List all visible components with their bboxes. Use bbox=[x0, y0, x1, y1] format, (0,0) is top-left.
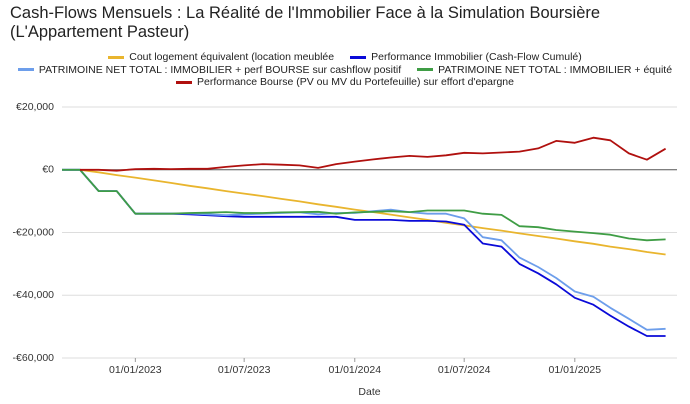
legend-swatch bbox=[176, 80, 192, 84]
y-tick-label: -€60,000 bbox=[13, 352, 55, 364]
legend-label: PATRIMOINE NET TOTAL : IMMOBILIER + équi… bbox=[438, 63, 673, 76]
legend-row: PATRIMOINE NET TOTAL : IMMOBILIER + perf… bbox=[0, 64, 690, 77]
x-axis-label: Date bbox=[358, 386, 380, 398]
y-tick-label: €0 bbox=[42, 164, 54, 176]
legend-row: Cout logement équivalent (location meubl… bbox=[0, 51, 690, 64]
legend-label: Performance Bourse (PV ou MV du Portefeu… bbox=[197, 76, 514, 89]
legend-item: Performance Bourse (PV ou MV du Portefeu… bbox=[176, 76, 514, 88]
legend-item: Cout logement équivalent (location meubl… bbox=[108, 51, 334, 63]
legend-item: PATRIMOINE NET TOTAL : IMMOBILIER + perf… bbox=[17, 63, 402, 76]
series-line bbox=[62, 168, 666, 242]
legend-item: PATRIMOINE NET TOTAL : IMMOBILIER + équi… bbox=[417, 64, 672, 76]
y-tick-label: €20,000 bbox=[16, 101, 54, 113]
series-line bbox=[62, 168, 666, 331]
y-tick-label: -€20,000 bbox=[13, 226, 55, 238]
legend-swatch bbox=[108, 55, 125, 59]
legend-item: Performance Immobilier (Cash-Flow Cumulé… bbox=[350, 51, 582, 63]
series-line bbox=[80, 136, 667, 172]
x-tick-label: 01/01/2025 bbox=[549, 364, 602, 376]
legend-label: Performance Immobilier (Cash-Flow Cumulé… bbox=[371, 51, 582, 64]
chart-title: Cash-Flows Mensuels : La Réalité de l'Im… bbox=[10, 4, 601, 41]
legend: Cout logement équivalent (location meubl… bbox=[0, 51, 690, 89]
x-tick-label: 01/01/2024 bbox=[328, 364, 381, 376]
x-tick-label: 01/07/2023 bbox=[218, 364, 271, 376]
legend-label: Cout logement équivalent (location meubl… bbox=[129, 51, 335, 64]
legend-label: PATRIMOINE NET TOTAL : IMMOBILIER + perf… bbox=[38, 63, 402, 76]
series-line bbox=[62, 168, 666, 337]
y-tick-label: -€40,000 bbox=[13, 289, 55, 301]
legend-swatch bbox=[17, 68, 34, 72]
legend-swatch bbox=[350, 55, 367, 59]
legend-row: Performance Bourse (PV ou MV du Portefeu… bbox=[0, 76, 690, 89]
x-tick-label: 01/07/2024 bbox=[438, 364, 491, 376]
x-tick-label: 01/01/2023 bbox=[109, 364, 162, 376]
legend-swatch bbox=[417, 68, 434, 72]
